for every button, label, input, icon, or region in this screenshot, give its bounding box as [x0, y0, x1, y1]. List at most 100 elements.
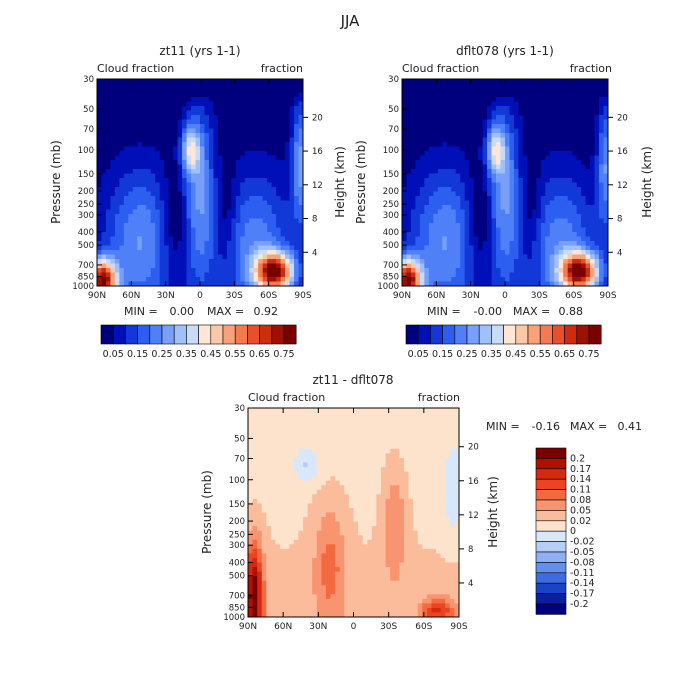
data-cell	[298, 146, 303, 152]
data-cell	[455, 182, 461, 188]
data-cell	[252, 448, 258, 455]
data-cell	[293, 453, 300, 459]
data-cell	[208, 241, 215, 247]
data-cell	[191, 119, 197, 125]
data-cell	[150, 241, 156, 247]
data-cell	[200, 200, 206, 206]
data-cell	[195, 241, 201, 247]
data-cell	[226, 254, 232, 260]
data-cell	[173, 119, 179, 125]
data-cell	[252, 503, 258, 509]
data-cell	[567, 142, 573, 148]
data-cell	[208, 250, 215, 256]
data-cell	[540, 281, 546, 286]
data-cell	[303, 426, 309, 432]
data-cell	[267, 88, 273, 94]
data-cell	[110, 97, 116, 103]
field-name-left: Cloud fraction	[97, 62, 174, 75]
data-cell	[128, 173, 134, 179]
data-cell	[217, 196, 223, 202]
data-cell	[478, 214, 484, 220]
data-cell	[110, 182, 116, 188]
data-cell	[213, 101, 219, 107]
data-cell	[226, 110, 232, 116]
data-cell	[599, 191, 605, 197]
data-cell	[280, 598, 286, 604]
data-cell	[522, 124, 528, 130]
data-cell	[177, 227, 183, 233]
data-cell	[240, 259, 246, 265]
data-cell	[428, 169, 434, 175]
data-cell	[500, 133, 506, 139]
data-cell	[294, 187, 300, 193]
data-cell	[298, 164, 303, 170]
data-cell	[410, 236, 417, 242]
data-cell	[581, 164, 587, 170]
data-cell	[195, 281, 201, 286]
data-cell	[289, 119, 295, 125]
data-cell	[549, 164, 555, 170]
data-cell	[455, 133, 461, 139]
data-cell	[567, 272, 573, 278]
data-cell	[289, 232, 295, 238]
data-cell	[581, 241, 587, 247]
data-cell	[455, 223, 461, 229]
data-cell	[549, 92, 555, 98]
data-cell	[146, 236, 152, 242]
data-cell	[496, 268, 502, 274]
data-cell	[128, 254, 134, 260]
data-cell	[252, 457, 258, 464]
data-cell	[284, 594, 290, 600]
data-cell	[150, 196, 156, 202]
data-cell	[446, 227, 452, 233]
data-cell	[119, 83, 125, 89]
data-cell	[549, 110, 555, 116]
data-cell	[150, 142, 156, 148]
data-cell	[285, 173, 291, 179]
data-cell	[217, 245, 223, 251]
data-cell	[603, 137, 608, 143]
data-cell	[271, 128, 277, 134]
data-cell	[289, 507, 295, 514]
data-cell	[455, 236, 461, 242]
data-cell	[280, 169, 286, 175]
data-cell	[240, 250, 246, 256]
data-cell	[522, 250, 528, 256]
data-cell	[204, 241, 210, 247]
data-cell	[258, 119, 264, 125]
data-cell	[119, 223, 125, 229]
data-cell	[478, 137, 484, 143]
data-cell	[141, 146, 147, 152]
data-cell	[253, 101, 259, 107]
data-cell	[132, 272, 138, 278]
data-cell	[285, 236, 291, 242]
data-cell	[536, 119, 542, 125]
data-cell	[267, 142, 273, 148]
data-cell	[590, 173, 596, 179]
data-cell	[128, 241, 134, 247]
data-cell	[182, 268, 188, 274]
data-cell	[226, 272, 232, 278]
data-cell	[235, 128, 241, 134]
data-cell	[284, 580, 290, 586]
data-cell	[563, 142, 569, 148]
data-cell	[415, 263, 421, 269]
data-cell	[442, 137, 448, 143]
data-cell	[482, 133, 488, 139]
data-cell	[204, 182, 210, 188]
data-cell	[177, 281, 183, 286]
data-cell	[217, 137, 223, 143]
data-cell	[280, 281, 286, 286]
data-cell	[446, 209, 452, 215]
data-cell	[433, 272, 439, 278]
data-cell	[244, 146, 250, 152]
data-cell	[132, 223, 138, 229]
data-cell	[110, 227, 116, 233]
data-cell	[150, 191, 156, 197]
data-cell	[428, 209, 434, 215]
data-cell	[464, 142, 470, 148]
data-cell	[159, 268, 165, 274]
data-cell	[509, 133, 515, 139]
data-cell	[289, 503, 295, 509]
data-cell	[402, 223, 408, 229]
